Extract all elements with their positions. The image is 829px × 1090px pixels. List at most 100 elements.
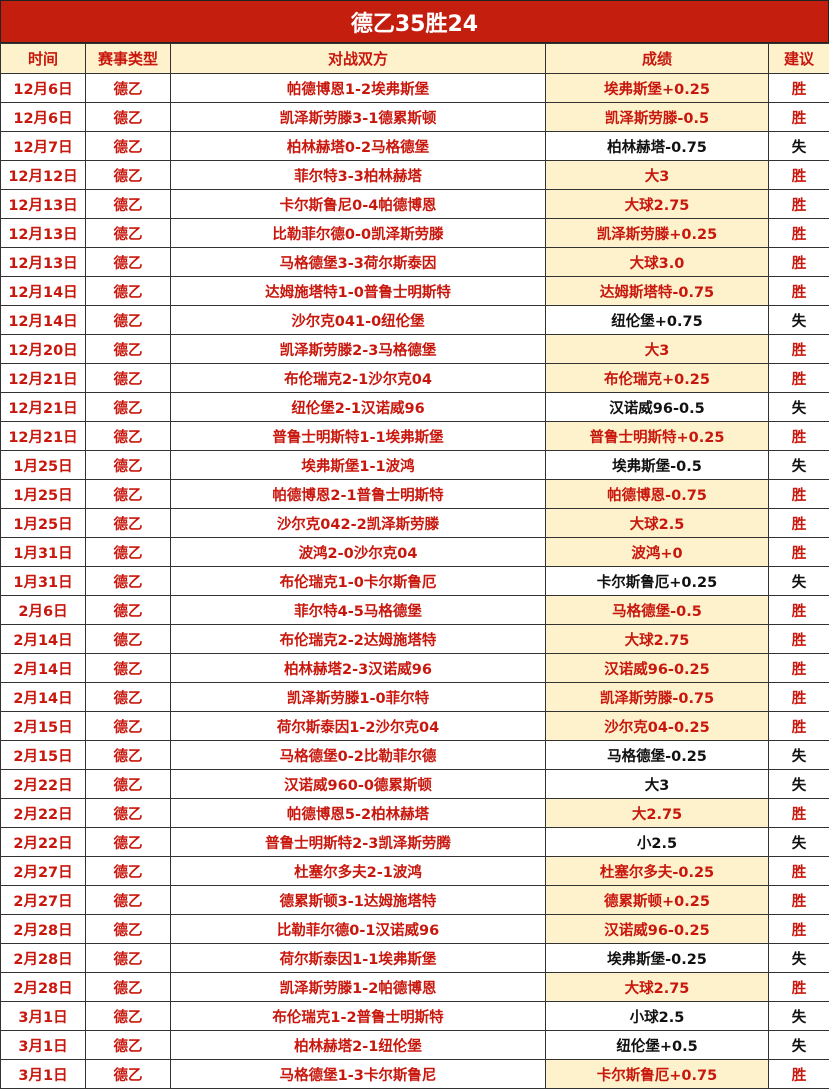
result-cell: 波鸿+0 (545, 537, 769, 567)
advice-cell: 胜 (768, 914, 829, 944)
match-cell: 凯泽斯劳滕3-1德累斯顿 (170, 102, 546, 132)
time-cell: 2月27日 (0, 856, 86, 886)
advice-cell: 胜 (768, 798, 829, 828)
advice-cell: 失 (768, 566, 829, 596)
type-cell: 德乙 (85, 1001, 171, 1031)
advice-cell: 失 (768, 1001, 829, 1031)
result-cell: 大球2.5 (545, 508, 769, 538)
time-cell: 12月21日 (0, 363, 86, 393)
result-cell: 大球3.0 (545, 247, 769, 277)
type-cell: 德乙 (85, 131, 171, 161)
table-row: 1月31日 德乙 波鸿2-0沙尔克04 波鸿+0 胜 (0, 537, 829, 567)
advice-cell: 胜 (768, 218, 829, 248)
advice-cell: 失 (768, 1030, 829, 1060)
type-cell: 德乙 (85, 711, 171, 741)
advice-cell: 胜 (768, 73, 829, 103)
result-cell: 杜塞尔多夫-0.25 (545, 856, 769, 886)
time-cell: 2月15日 (0, 740, 86, 770)
advice-cell: 胜 (768, 537, 829, 567)
time-cell: 2月28日 (0, 914, 86, 944)
table-row: 12月20日 德乙 凯泽斯劳滕2-3马格德堡 大3 胜 (0, 334, 829, 364)
time-cell: 2月28日 (0, 972, 86, 1002)
advice-cell: 失 (768, 450, 829, 480)
type-cell: 德乙 (85, 624, 171, 654)
type-cell: 德乙 (85, 885, 171, 915)
time-cell: 2月14日 (0, 624, 86, 654)
time-cell: 2月27日 (0, 885, 86, 915)
time-cell: 3月1日 (0, 1030, 86, 1060)
match-cell: 汉诺威960-0德累斯顿 (170, 769, 546, 799)
result-cell: 德累斯顿+0.25 (545, 885, 769, 915)
table-row: 12月14日 德乙 沙尔克041-0纽伦堡 纽伦堡+0.75 失 (0, 305, 829, 335)
match-cell: 布伦瑞克1-2普鲁士明斯特 (170, 1001, 546, 1031)
type-cell: 德乙 (85, 508, 171, 538)
match-cell: 凯泽斯劳滕1-2帕德博恩 (170, 972, 546, 1002)
result-cell: 凯泽斯劳滕-0.75 (545, 682, 769, 712)
table-row: 3月1日 德乙 马格德堡1-3卡尔斯鲁尼 卡尔斯鲁厄+0.75 胜 (0, 1059, 829, 1089)
advice-cell: 胜 (768, 682, 829, 712)
time-cell: 12月13日 (0, 218, 86, 248)
advice-cell: 胜 (768, 508, 829, 538)
page-title: 德乙35胜24 (0, 0, 829, 43)
table-row: 2月14日 德乙 柏林赫塔2-3汉诺威96 汉诺威96-0.25 胜 (0, 653, 829, 683)
table-row: 12月21日 德乙 普鲁士明斯特1-1埃弗斯堡 普鲁士明斯特+0.25 胜 (0, 421, 829, 451)
header-row: 时间 赛事类型 对战双方 成绩 建议 (0, 43, 829, 74)
table-row: 2月14日 德乙 凯泽斯劳滕1-0菲尔特 凯泽斯劳滕-0.75 胜 (0, 682, 829, 712)
time-cell: 2月15日 (0, 711, 86, 741)
match-cell: 沙尔克042-2凯泽斯劳滕 (170, 508, 546, 538)
time-cell: 2月28日 (0, 943, 86, 973)
match-cell: 普鲁士明斯特1-1埃弗斯堡 (170, 421, 546, 451)
type-cell: 德乙 (85, 972, 171, 1002)
advice-cell: 胜 (768, 363, 829, 393)
advice-cell: 失 (768, 392, 829, 422)
match-cell: 杜塞尔多夫2-1波鸿 (170, 856, 546, 886)
type-cell: 德乙 (85, 363, 171, 393)
table-row: 2月6日 德乙 菲尔特4-5马格德堡 马格德堡-0.5 胜 (0, 595, 829, 625)
advice-cell: 失 (768, 827, 829, 857)
table-row: 1月31日 德乙 布伦瑞克1-0卡尔斯鲁厄 卡尔斯鲁厄+0.25 失 (0, 566, 829, 596)
type-cell: 德乙 (85, 276, 171, 306)
result-cell: 汉诺威96-0.25 (545, 914, 769, 944)
result-cell: 柏林赫塔-0.75 (545, 131, 769, 161)
time-cell: 12月14日 (0, 305, 86, 335)
type-cell: 德乙 (85, 102, 171, 132)
result-cell: 纽伦堡+0.5 (545, 1030, 769, 1060)
match-cell: 柏林赫塔0-2马格德堡 (170, 131, 546, 161)
type-cell: 德乙 (85, 914, 171, 944)
time-cell: 12月13日 (0, 189, 86, 219)
header-advice: 建议 (768, 43, 829, 74)
type-cell: 德乙 (85, 1030, 171, 1060)
type-cell: 德乙 (85, 247, 171, 277)
time-cell: 12月21日 (0, 421, 86, 451)
match-cell: 凯泽斯劳滕2-3马格德堡 (170, 334, 546, 364)
result-cell: 埃弗斯堡+0.25 (545, 73, 769, 103)
time-cell: 12月20日 (0, 334, 86, 364)
results-table: 时间 赛事类型 对战双方 成绩 建议 12月6日 德乙 帕德博恩1-2埃弗斯堡 埃弗斯… (0, 43, 829, 1089)
advice-cell: 胜 (768, 334, 829, 364)
advice-cell: 胜 (768, 711, 829, 741)
type-cell: 德乙 (85, 160, 171, 190)
match-cell: 卡尔斯鲁尼0-4帕德博恩 (170, 189, 546, 219)
type-cell: 德乙 (85, 392, 171, 422)
type-cell: 德乙 (85, 450, 171, 480)
time-cell: 2月22日 (0, 827, 86, 857)
result-cell: 帕德博恩-0.75 (545, 479, 769, 509)
result-cell: 普鲁士明斯特+0.25 (545, 421, 769, 451)
table-row: 2月14日 德乙 布伦瑞克2-2达姆施塔特 大球2.75 胜 (0, 624, 829, 654)
match-cell: 布伦瑞克2-1沙尔克04 (170, 363, 546, 393)
result-cell: 大球2.75 (545, 624, 769, 654)
match-cell: 荷尔斯泰因1-1埃弗斯堡 (170, 943, 546, 973)
type-cell: 德乙 (85, 769, 171, 799)
result-cell: 汉诺威96-0.5 (545, 392, 769, 422)
advice-cell: 胜 (768, 276, 829, 306)
time-cell: 3月1日 (0, 1001, 86, 1031)
result-cell: 凯泽斯劳滕-0.5 (545, 102, 769, 132)
time-cell: 12月14日 (0, 276, 86, 306)
time-cell: 1月25日 (0, 450, 86, 480)
type-cell: 德乙 (85, 682, 171, 712)
match-cell: 柏林赫塔2-1纽伦堡 (170, 1030, 546, 1060)
result-cell: 沙尔克04-0.25 (545, 711, 769, 741)
table-row: 12月13日 德乙 比勒菲尔德0-0凯泽斯劳滕 凯泽斯劳滕+0.25 胜 (0, 218, 829, 248)
table-row: 12月21日 德乙 纽伦堡2-1汉诺威96 汉诺威96-0.5 失 (0, 392, 829, 422)
advice-cell: 胜 (768, 160, 829, 190)
